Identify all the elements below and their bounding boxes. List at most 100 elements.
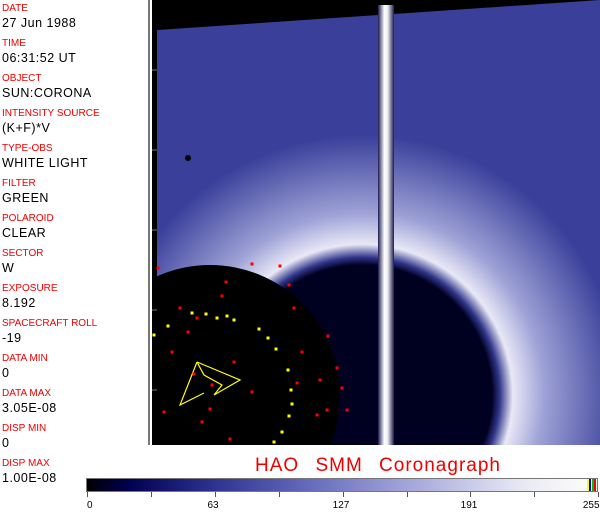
colorbar-end-swatch [589,479,592,491]
info-field: DATA MIN 0 [2,353,148,385]
field-value: CLEAR [2,226,47,240]
field-label: POLAROID [2,213,54,224]
marker-point [228,437,232,441]
info-field: DISP MIN 0 [2,423,148,455]
marker-point [280,430,284,434]
marker-point [250,390,254,394]
colorbar-tick [87,492,88,497]
metadata-panel: DATE 27 Jun 1988 TIME 06:31:52 UT OBJECT SUN:… [0,0,150,485]
colorbar-tick [406,492,408,497]
field-label: DISP MIN [2,423,47,434]
coronagraph-image [152,0,600,445]
field-label: EXPOSURE [2,283,58,294]
marker-point [200,420,204,424]
marker-point [278,264,282,268]
field-value: 27 Jun 1988 [2,16,77,30]
colorbar [86,478,598,492]
info-field: EXPOSURE 8.192 [2,283,148,315]
marker-points [152,262,349,444]
marker-point [326,334,330,338]
marker-point [287,414,291,418]
overlay-polygon-edge [178,361,205,407]
marker-point [274,347,278,351]
field-value: GREEN [2,191,49,205]
field-label: FILTER [2,178,36,189]
field-label: INTENSITY SOURCE [2,108,100,119]
field-label: DATE [2,3,28,14]
info-field: FILTER GREEN [2,178,148,210]
marker-point [178,306,182,310]
marker-point [345,408,349,412]
marker-point [340,386,344,390]
field-value: 3.05E-08 [2,401,57,415]
colorbar-end-swatch [593,479,596,491]
field-label: SPACECRAFT ROLL [2,318,98,329]
info-field: SECTOR W [2,248,148,280]
marker-point [272,440,276,444]
marker-point [292,306,296,310]
info-field: INTENSITY SOURCE (K+F)*V [2,108,148,140]
info-field: DISP MAX 1.00E-08 [2,458,148,490]
marker-point [225,314,229,318]
field-value: 8.192 [2,296,36,310]
marker-point [286,368,290,372]
marker-point [208,407,212,411]
field-label: DATA MIN [2,353,48,364]
marker-point [287,283,291,287]
marker-point [166,324,170,328]
field-value: 0 [2,436,10,450]
info-field: POLAROID CLEAR [2,213,148,245]
marker-point [156,266,160,270]
dark-spot [185,155,191,161]
marker-point [232,318,236,322]
marker-point [190,311,194,315]
colorbar-tick [150,492,152,497]
field-value: 0 [2,366,10,380]
marker-point [335,366,339,370]
marker-point [215,316,219,320]
marker-point [162,410,166,414]
marker-point [152,333,156,337]
field-value: WHITE LIGHT [2,156,89,170]
colorbar-tick [598,492,600,497]
instrument-title: HAO SMM Coronagraph [255,455,501,476]
occulter-pylon [378,5,394,445]
marker-point [186,330,190,334]
colorbar-end-swatch [587,479,589,491]
colorbar-label: 255 [582,500,600,511]
info-field: TYPE-OBS WHITE LIGHT [2,143,148,175]
colorbar-label: 127 [332,500,350,511]
marker-point [295,381,299,385]
overlay-polygon [196,361,242,396]
marker-point [170,350,174,354]
marker-point [232,360,236,364]
marker-point [266,336,270,340]
colorbar-tick [278,492,280,497]
field-value: 06:31:52 UT [2,51,77,65]
field-label: TYPE-OBS [2,143,53,154]
marker-point [300,350,304,354]
colorbar-label: 0 [87,500,93,511]
marker-point [315,413,319,417]
colorbar-tick [342,492,344,497]
marker-point [257,327,261,331]
marker-point [318,378,322,382]
colorbar-end-swatch [591,479,594,491]
info-field: DATE 27 Jun 1988 [2,3,148,35]
info-field: DATA MAX 3.05E-08 [2,388,148,420]
colorbar-tick [534,492,536,497]
field-value: SUN:CORONA [2,86,92,100]
marker-point [325,408,329,412]
colorbar-tick [214,492,216,497]
marker-point [204,312,208,316]
field-label: OBJECT [2,73,42,84]
occulting-disk [152,265,340,445]
marker-point [195,316,199,320]
colorbar-label: 191 [460,500,478,511]
field-value: (K+F)*V [2,121,51,135]
marker-point [250,262,254,266]
field-value: 1.00E-08 [2,471,57,485]
axis-ticks [152,69,157,391]
marker-point [220,294,224,298]
marker-point [290,402,294,406]
